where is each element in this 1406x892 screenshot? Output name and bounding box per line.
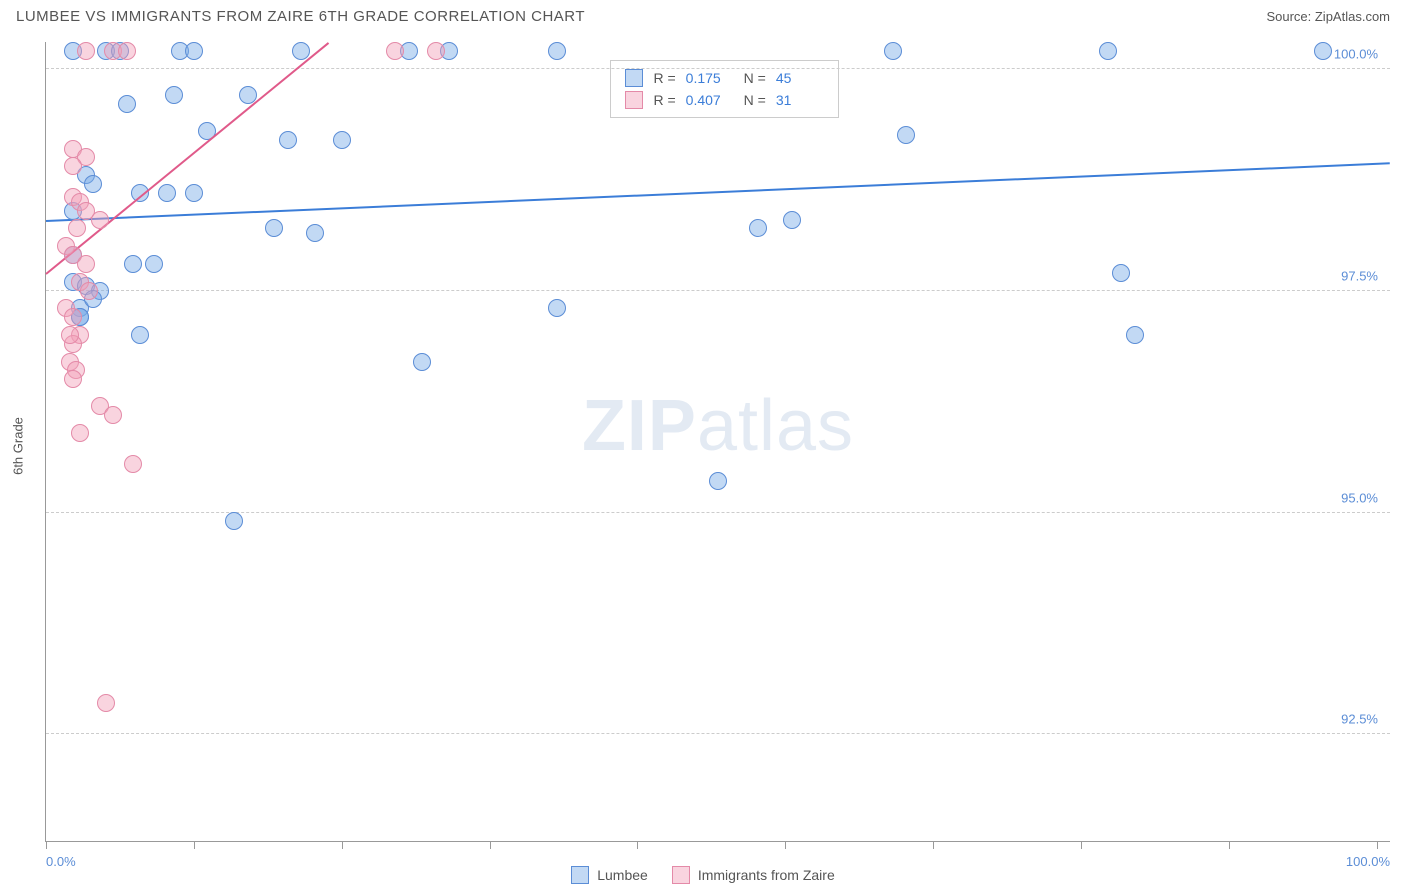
legend-row: R = 0.175 N = 45 — [625, 67, 823, 89]
data-point — [64, 308, 82, 326]
x-tick — [490, 841, 491, 849]
legend-swatch — [625, 69, 643, 87]
legend-item: Lumbee — [571, 866, 648, 884]
gridline — [46, 68, 1390, 69]
data-point — [306, 224, 324, 242]
data-point — [1126, 326, 1144, 344]
data-point — [64, 157, 82, 175]
x-tick — [1377, 841, 1378, 849]
y-tick-label: 100.0% — [1334, 46, 1378, 61]
watermark: ZIPatlas — [582, 385, 854, 467]
legend-n-label: N = — [744, 70, 766, 86]
data-point — [783, 211, 801, 229]
data-point — [548, 299, 566, 317]
data-point — [64, 370, 82, 388]
legend-row: R = 0.407 N = 31 — [625, 89, 823, 111]
data-point — [386, 42, 404, 60]
x-tick — [1081, 841, 1082, 849]
data-point — [124, 255, 142, 273]
legend-r-value: 0.407 — [686, 92, 734, 108]
data-point — [77, 42, 95, 60]
legend-n-value: 45 — [776, 70, 824, 86]
data-point — [1099, 42, 1117, 60]
data-point — [158, 184, 176, 202]
y-tick-label: 92.5% — [1341, 712, 1378, 727]
data-point — [145, 255, 163, 273]
x-tick — [785, 841, 786, 849]
legend-r-label: R = — [653, 92, 675, 108]
legend-n-label: N = — [744, 92, 766, 108]
data-point — [124, 455, 142, 473]
correlation-legend: R = 0.175 N = 45 R = 0.407 N = 31 — [610, 60, 838, 118]
data-point — [185, 184, 203, 202]
legend-swatch — [571, 866, 589, 884]
legend-swatch — [625, 91, 643, 109]
gridline — [46, 512, 1390, 513]
y-tick-label: 95.0% — [1341, 490, 1378, 505]
data-point — [91, 211, 109, 229]
data-point — [71, 424, 89, 442]
data-point — [104, 406, 122, 424]
scatter-chart: ZIPatlas R = 0.175 N = 45 R = 0.407 N = 31 100.… — [45, 42, 1390, 842]
data-point — [80, 282, 98, 300]
trend-line — [46, 162, 1390, 222]
series-legend: Lumbee Immigrants from Zaire — [0, 866, 1406, 884]
gridline — [46, 733, 1390, 734]
data-point — [118, 95, 136, 113]
data-point — [61, 326, 79, 344]
data-point — [118, 42, 136, 60]
legend-r-label: R = — [653, 70, 675, 86]
data-point — [548, 42, 566, 60]
y-axis-label: 6th Grade — [11, 417, 26, 475]
legend-n-value: 31 — [776, 92, 824, 108]
data-point — [97, 694, 115, 712]
data-point — [265, 219, 283, 237]
x-tick — [194, 841, 195, 849]
data-point — [185, 42, 203, 60]
data-point — [77, 255, 95, 273]
legend-label: Immigrants from Zaire — [698, 867, 835, 883]
legend-swatch — [672, 866, 690, 884]
gridline — [46, 290, 1390, 291]
data-point — [131, 326, 149, 344]
legend-label: Lumbee — [597, 867, 648, 883]
data-point — [68, 219, 86, 237]
data-point — [897, 126, 915, 144]
x-tick — [933, 841, 934, 849]
data-point — [225, 512, 243, 530]
legend-r-value: 0.175 — [686, 70, 734, 86]
data-point — [749, 219, 767, 237]
source-label: Source: ZipAtlas.com — [1266, 9, 1390, 24]
data-point — [709, 472, 727, 490]
x-tick — [46, 841, 47, 849]
x-tick — [1229, 841, 1230, 849]
data-point — [1112, 264, 1130, 282]
x-tick — [637, 841, 638, 849]
data-point — [165, 86, 183, 104]
y-tick-label: 97.5% — [1341, 268, 1378, 283]
chart-title: LUMBEE VS IMMIGRANTS FROM ZAIRE 6TH GRAD… — [16, 8, 585, 25]
data-point — [333, 131, 351, 149]
data-point — [1314, 42, 1332, 60]
x-tick — [342, 841, 343, 849]
data-point — [84, 175, 102, 193]
data-point — [884, 42, 902, 60]
data-point — [279, 131, 297, 149]
data-point — [413, 353, 431, 371]
legend-item: Immigrants from Zaire — [672, 866, 835, 884]
data-point — [427, 42, 445, 60]
